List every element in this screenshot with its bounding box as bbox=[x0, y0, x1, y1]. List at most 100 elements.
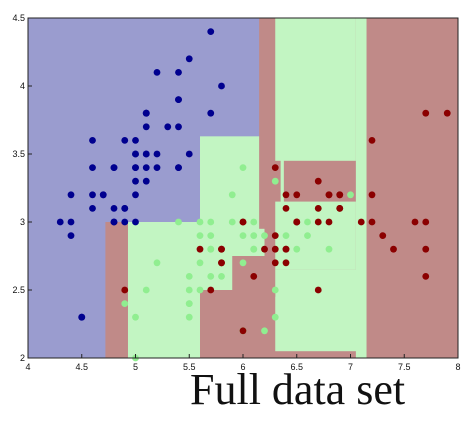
point-class-0 bbox=[89, 205, 96, 212]
point-class-1 bbox=[175, 218, 182, 226]
point-class-2 bbox=[293, 191, 301, 199]
point-class-2 bbox=[325, 191, 333, 199]
point-class-0 bbox=[132, 218, 139, 226]
point-class-2 bbox=[314, 177, 322, 185]
point-class-1 bbox=[282, 232, 290, 240]
x-tick-label: 7.5 bbox=[398, 362, 411, 372]
point-class-2 bbox=[368, 218, 376, 226]
y-tick-label: 2 bbox=[20, 353, 25, 363]
point-class-0 bbox=[67, 218, 75, 226]
point-class-0 bbox=[153, 150, 161, 158]
point-class-2 bbox=[379, 232, 387, 240]
point-class-1 bbox=[304, 232, 311, 240]
x-tick-label: 6.5 bbox=[290, 362, 303, 372]
point-class-1 bbox=[239, 232, 247, 240]
point-class-2 bbox=[271, 232, 279, 240]
point-class-1 bbox=[347, 191, 354, 199]
point-class-0 bbox=[175, 123, 182, 131]
point-class-2 bbox=[325, 218, 333, 226]
point-class-2 bbox=[282, 191, 290, 199]
point-class-0 bbox=[110, 164, 118, 172]
point-class-1 bbox=[121, 300, 129, 307]
figure-caption: Full data set bbox=[190, 365, 406, 414]
point-class-1 bbox=[185, 300, 193, 307]
point-class-1 bbox=[250, 245, 258, 253]
point-class-0 bbox=[121, 205, 129, 212]
point-class-1 bbox=[207, 245, 215, 253]
point-class-0 bbox=[142, 123, 150, 131]
point-class-2 bbox=[336, 205, 344, 212]
point-class-0 bbox=[132, 191, 139, 199]
point-class-0 bbox=[67, 191, 75, 199]
point-class-1 bbox=[185, 273, 193, 280]
point-class-1 bbox=[196, 232, 204, 240]
point-class-2 bbox=[239, 327, 247, 335]
point-class-0 bbox=[142, 164, 150, 172]
x-tick-label: 8 bbox=[455, 362, 460, 372]
point-class-1 bbox=[196, 286, 204, 294]
point-class-0 bbox=[121, 137, 129, 144]
point-class-0 bbox=[142, 109, 150, 117]
point-class-0 bbox=[67, 232, 75, 240]
point-class-1 bbox=[271, 286, 279, 294]
point-class-1 bbox=[185, 286, 193, 294]
point-class-1 bbox=[261, 232, 268, 240]
point-class-2 bbox=[390, 245, 397, 253]
decision-regions bbox=[28, 18, 459, 358]
point-class-2 bbox=[250, 273, 258, 280]
point-class-1 bbox=[196, 218, 204, 226]
point-class-2 bbox=[411, 218, 419, 226]
point-class-0 bbox=[78, 313, 86, 321]
point-class-2 bbox=[336, 191, 344, 199]
point-class-0 bbox=[110, 218, 118, 226]
point-class-2 bbox=[314, 218, 322, 226]
point-class-1 bbox=[239, 259, 247, 267]
region-class-1 bbox=[275, 18, 356, 161]
point-class-0 bbox=[207, 109, 215, 117]
point-class-1 bbox=[250, 232, 258, 240]
point-class-1 bbox=[207, 273, 215, 280]
point-class-2 bbox=[121, 286, 129, 294]
point-class-1 bbox=[185, 313, 193, 321]
point-class-0 bbox=[153, 164, 161, 172]
x-tick-label: 5 bbox=[133, 362, 138, 372]
point-class-0 bbox=[99, 191, 107, 199]
point-class-2 bbox=[357, 218, 365, 226]
x-axis: 4 4.5 5 5.5 6 6.5 7 7.5 8 bbox=[25, 354, 461, 372]
point-class-0 bbox=[142, 150, 150, 158]
point-class-0 bbox=[132, 177, 139, 185]
point-class-1 bbox=[207, 218, 215, 226]
point-class-1 bbox=[239, 164, 247, 172]
point-class-2 bbox=[271, 259, 279, 267]
point-class-0 bbox=[110, 205, 118, 212]
y-tick-label: 2.5 bbox=[12, 285, 25, 295]
y-tick-label: 4 bbox=[20, 81, 25, 91]
region-class-2 bbox=[366, 18, 458, 358]
point-class-0 bbox=[121, 218, 129, 226]
point-class-2 bbox=[196, 245, 204, 253]
region-class-1 bbox=[264, 269, 364, 352]
point-class-0 bbox=[142, 177, 150, 185]
point-class-1 bbox=[325, 245, 333, 253]
region-class-2 bbox=[200, 290, 276, 358]
point-class-0 bbox=[207, 28, 215, 35]
y-axis: 2 2.5 3 3.5 4 4.5 bbox=[12, 13, 32, 363]
point-class-2 bbox=[443, 109, 451, 117]
point-class-2 bbox=[282, 259, 290, 267]
point-class-0 bbox=[89, 164, 96, 172]
y-tick-label: 3 bbox=[20, 217, 25, 227]
x-tick-label: 7 bbox=[348, 362, 353, 372]
point-class-1 bbox=[132, 313, 139, 321]
point-class-1 bbox=[271, 313, 279, 321]
point-class-2 bbox=[368, 191, 376, 199]
point-class-0 bbox=[89, 137, 96, 144]
point-class-2 bbox=[422, 218, 430, 226]
point-class-0 bbox=[132, 150, 139, 158]
point-class-2 bbox=[271, 245, 279, 253]
point-class-0 bbox=[175, 69, 182, 76]
region-class-1 bbox=[280, 18, 284, 222]
point-class-0 bbox=[218, 82, 225, 90]
point-class-2 bbox=[282, 205, 290, 212]
point-class-2 bbox=[314, 286, 322, 294]
